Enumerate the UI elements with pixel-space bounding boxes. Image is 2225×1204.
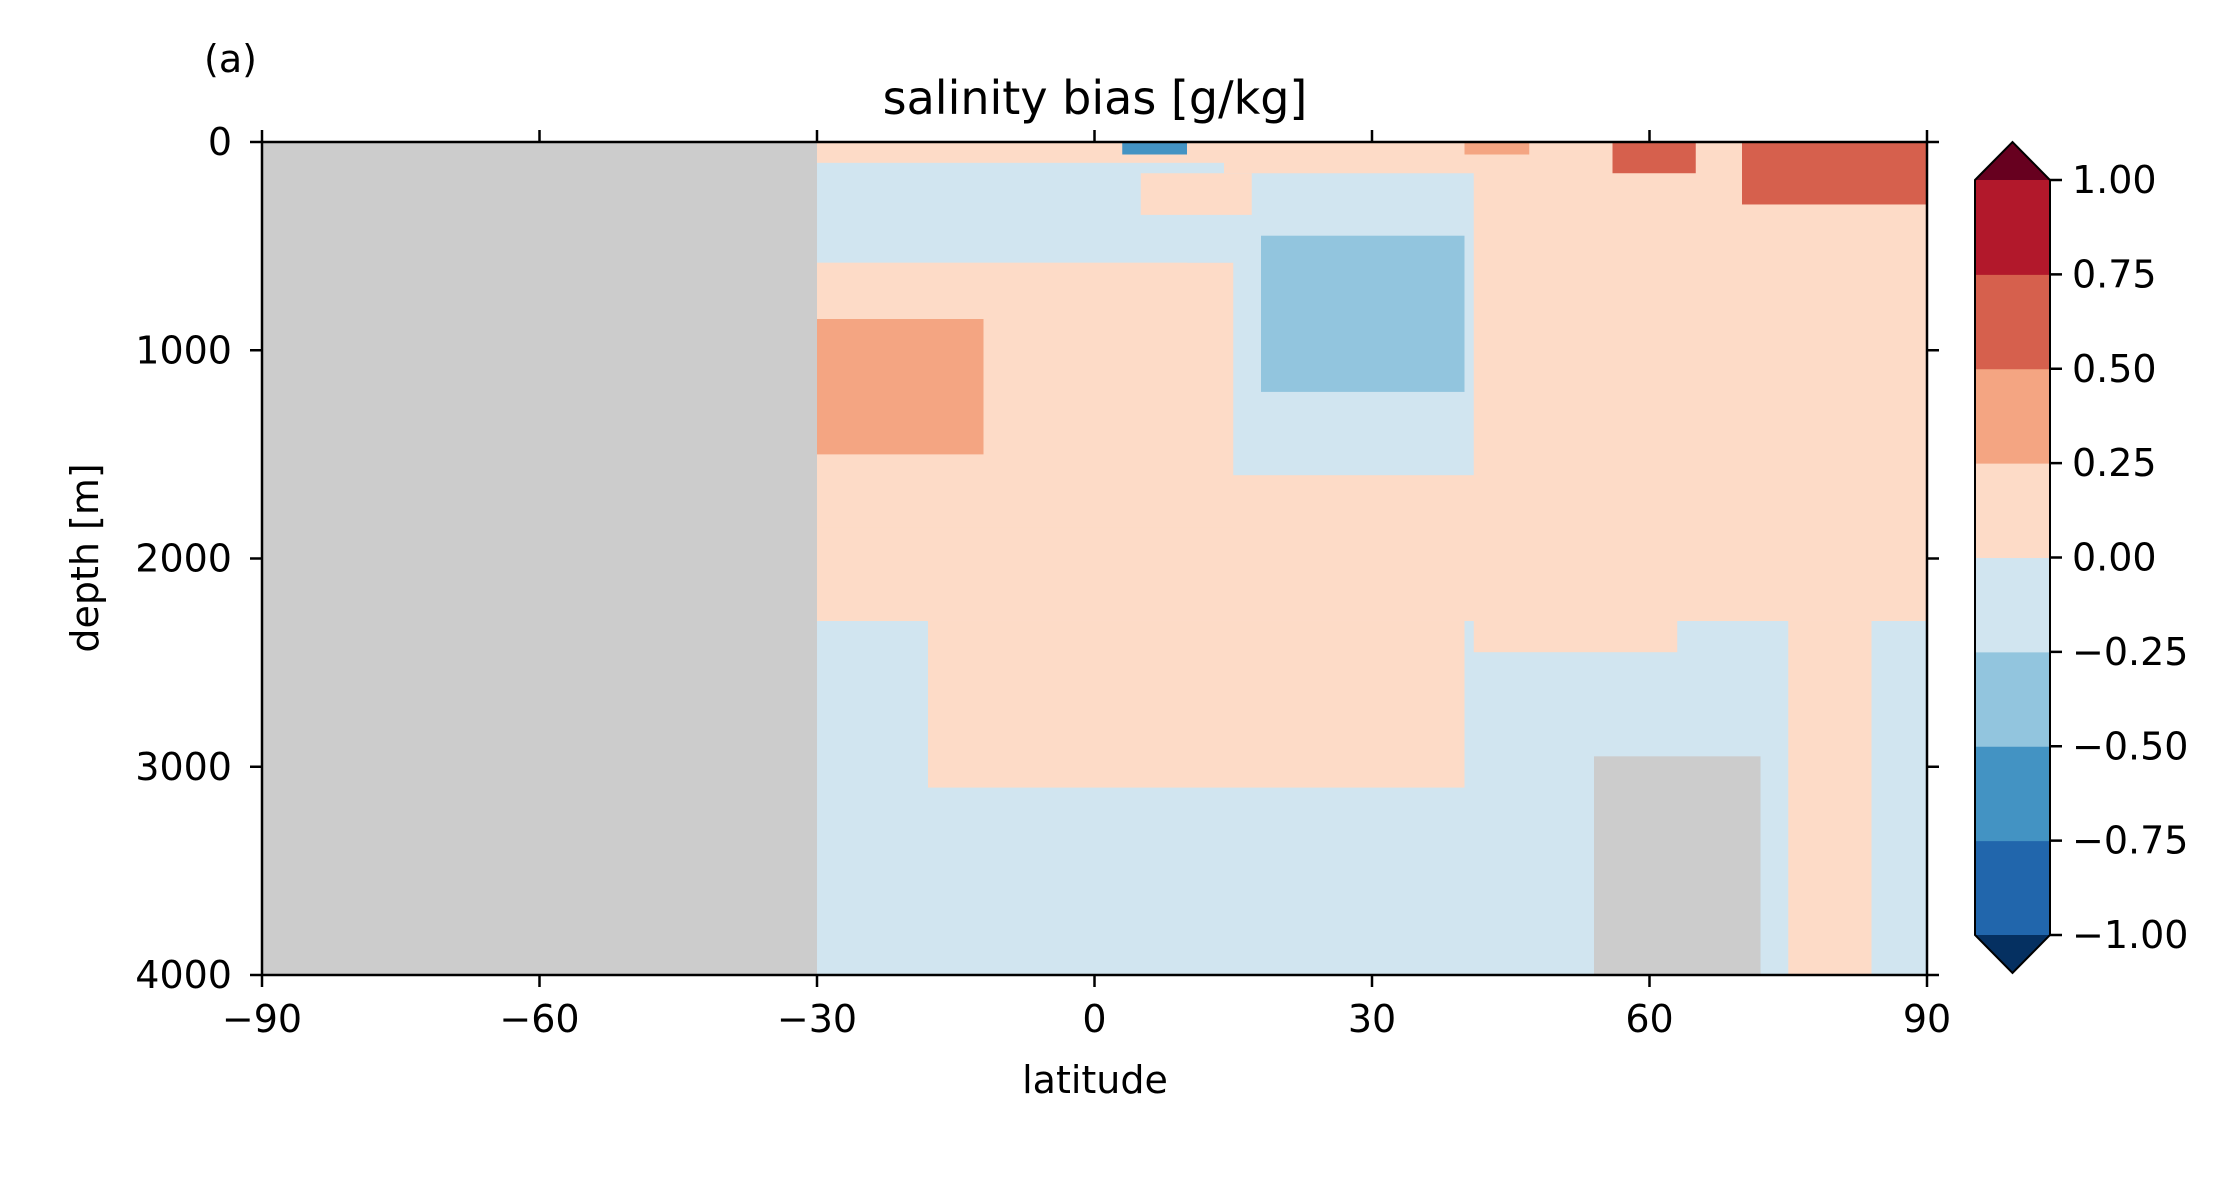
heatmap-region-0 (262, 142, 817, 975)
colorbar-tick-label: −0.25 (2072, 630, 2188, 674)
colorbar-segment (1975, 274, 2050, 370)
colorbar-tick-label: −1.00 (2072, 913, 2188, 957)
heatmap-region-4 (1788, 620, 1872, 975)
heatmap-region-11 (1261, 235, 1465, 392)
colorbar-extend-min (1975, 935, 2050, 973)
plot-area (262, 142, 1927, 975)
x-axis-label: latitude (1022, 1058, 1168, 1102)
x-tick-label: −90 (222, 997, 302, 1041)
x-tick-label: −30 (777, 997, 857, 1041)
chart-title: salinity bias [g/kg] (883, 71, 1308, 125)
colorbar: 1.00 0.75 0.50 0.25 0.00 −0.25 −0.50 −0.75 −1.00 (1974, 140, 2188, 975)
x-tick-label: 60 (1625, 997, 1673, 1041)
heatmap-region-3 (928, 620, 1465, 788)
colorbar-tick-label: −0.75 (2072, 819, 2188, 863)
colorbar-tick-label: 0.75 (2072, 252, 2157, 296)
x-tick-label: 90 (1903, 997, 1951, 1041)
heatmap-region-9 (1140, 173, 1252, 215)
y-axis-label: depth [m] (63, 463, 107, 652)
colorbar-tick-label: 0.50 (2072, 347, 2157, 391)
heatmap-region-16 (1464, 142, 1530, 155)
colorbar-tick-label: −0.50 (2072, 724, 2188, 768)
colorbar-segment (1975, 180, 2050, 275)
y-tick-label: 0 (208, 120, 232, 164)
y-tick-label: 4000 (135, 953, 232, 997)
heatmap-region-15 (1612, 142, 1696, 174)
colorbar-extend-max (1975, 142, 2050, 180)
colorbar-segment (1975, 557, 2050, 653)
colorbar-segment (1975, 463, 2050, 558)
y-tick-label: 2000 (135, 537, 232, 581)
heatmap-region-17 (1594, 756, 1761, 975)
heatmap-region-12 (1122, 142, 1187, 155)
colorbar-tick-label: 0.00 (2072, 536, 2157, 580)
colorbar-segment (1975, 651, 2050, 747)
colorbar-segment (1975, 746, 2050, 842)
panel-label: (a) (204, 37, 257, 81)
colorbar-tick-label: 1.00 (2072, 158, 2157, 202)
x-tick-label: −60 (499, 997, 579, 1041)
x-tick-label: 30 (1348, 997, 1396, 1041)
y-tick-label: 3000 (135, 745, 232, 789)
colorbar-segment (1975, 840, 2050, 936)
heatmap-region-8 (817, 319, 984, 455)
colorbar-tick-label: 0.25 (2072, 441, 2157, 485)
colorbar-segment (1975, 368, 2050, 464)
x-axis: −90 −60 −30 0 30 60 90 (222, 130, 1951, 1041)
heatmap-region-14 (1742, 142, 1927, 205)
x-tick-label: 0 (1082, 997, 1106, 1041)
heatmap-region-10 (1473, 162, 1678, 653)
y-tick-label: 1000 (135, 328, 232, 372)
y-axis: 0 1000 2000 3000 4000 (135, 120, 1939, 997)
